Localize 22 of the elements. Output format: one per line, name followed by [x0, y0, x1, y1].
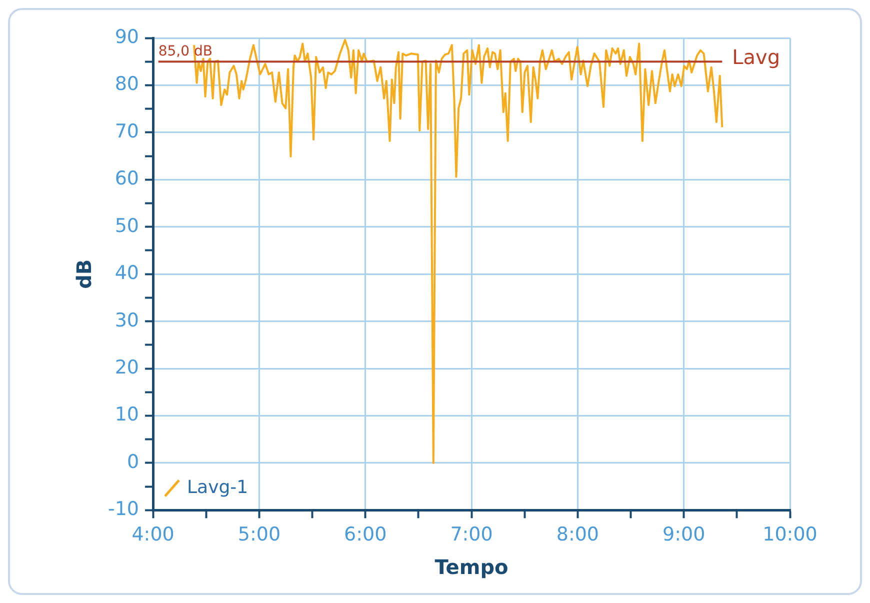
y-tick-label: 10	[114, 404, 140, 426]
y-tick-label: -10	[108, 498, 140, 520]
x-tick-label: 9:00	[662, 524, 706, 546]
y-tick-label: 0	[126, 450, 140, 473]
x-tick-label: 4:00	[132, 524, 174, 546]
y-tick-label: 30	[114, 309, 140, 332]
y-tick-label: 20	[114, 356, 140, 378]
x-tick-label: 7:00	[450, 524, 493, 546]
y-tick-label: 40	[114, 262, 140, 284]
x-axis-title: Tempo	[434, 555, 508, 580]
y-axis-title: dB	[72, 259, 96, 289]
y-tick-label: 50	[114, 214, 140, 237]
x-tick-label: 6:00	[344, 524, 387, 546]
x-tick-label: 10:00	[762, 524, 818, 546]
x-tick-label: 8:00	[556, 524, 600, 546]
ref-line-label: Lavg	[732, 44, 780, 69]
y-tick-label: 70	[114, 120, 140, 142]
legend-label: Lavg-1	[187, 476, 248, 498]
y-tick-label: 80	[114, 73, 140, 96]
y-tick-label: 90	[114, 26, 140, 48]
y-tick-label: 60	[114, 168, 140, 190]
x-tick-label: 5:00	[238, 524, 281, 546]
